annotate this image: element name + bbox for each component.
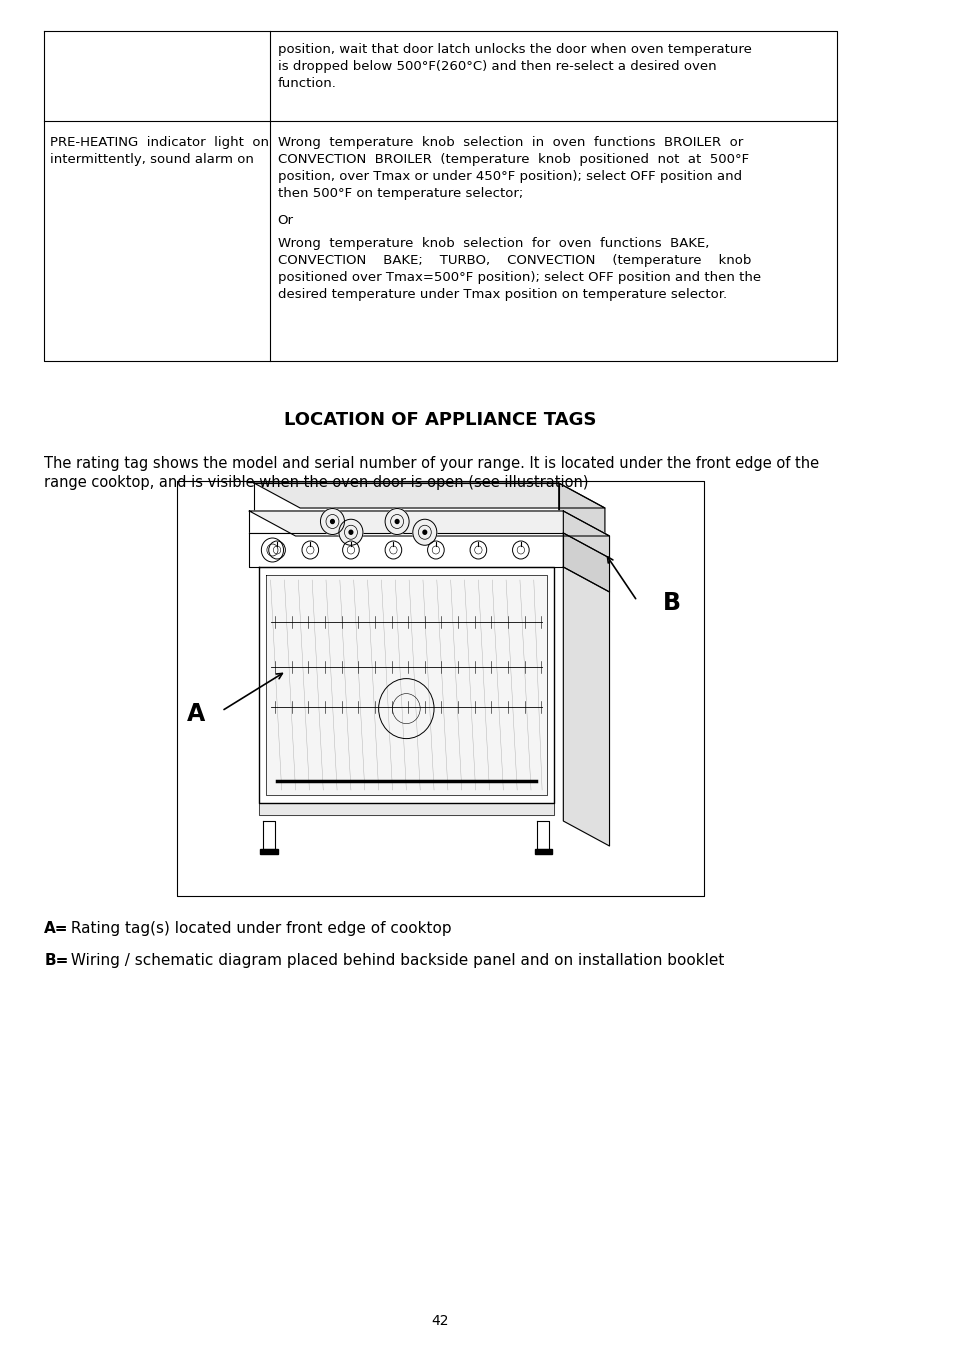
Polygon shape	[258, 802, 554, 815]
Text: The rating tag shows the model and serial number of your range. It is located un: The rating tag shows the model and seria…	[44, 457, 819, 471]
Text: position, wait that door latch unlocks the door when oven temperature: position, wait that door latch unlocks t…	[277, 43, 751, 55]
Circle shape	[470, 540, 486, 559]
Text: 42: 42	[432, 1315, 449, 1328]
Polygon shape	[258, 567, 554, 802]
Text: Or: Or	[277, 213, 294, 227]
Polygon shape	[563, 511, 609, 558]
Text: desired temperature under Tmax position on temperature selector.: desired temperature under Tmax position …	[277, 288, 726, 301]
Text: LOCATION OF APPLIANCE TAGS: LOCATION OF APPLIANCE TAGS	[284, 411, 597, 430]
Text: Wrong  temperature  knob  selection  in  oven  functions  BROILER  or: Wrong temperature knob selection in oven…	[277, 136, 742, 149]
Circle shape	[385, 508, 409, 535]
Text: range cooktop, and is visible when the oven door is open (see illustration): range cooktop, and is visible when the o…	[44, 476, 588, 490]
Polygon shape	[558, 484, 604, 536]
Circle shape	[395, 520, 398, 523]
Polygon shape	[266, 576, 546, 794]
Polygon shape	[253, 484, 558, 511]
Circle shape	[302, 540, 318, 559]
Polygon shape	[563, 567, 609, 846]
Text: function.: function.	[277, 77, 336, 91]
Text: Rating tag(s) located under front edge of cooktop: Rating tag(s) located under front edge o…	[67, 921, 452, 936]
Circle shape	[413, 519, 436, 546]
Circle shape	[269, 540, 285, 559]
Text: Wrong  temperature  knob  selection  for  oven  functions  BAKE,: Wrong temperature knob selection for ove…	[277, 236, 708, 250]
Circle shape	[338, 519, 362, 546]
Circle shape	[349, 530, 353, 534]
Polygon shape	[563, 534, 609, 592]
Circle shape	[427, 540, 444, 559]
Polygon shape	[263, 821, 274, 848]
Text: intermittently, sound alarm on: intermittently, sound alarm on	[50, 153, 253, 166]
Circle shape	[331, 520, 334, 523]
Circle shape	[512, 540, 529, 559]
Polygon shape	[249, 511, 609, 536]
Text: then 500°F on temperature selector;: then 500°F on temperature selector;	[277, 186, 522, 200]
Polygon shape	[249, 534, 563, 567]
Text: B=: B=	[44, 952, 69, 969]
Text: A: A	[187, 703, 205, 725]
Text: PRE-HEATING  indicator  light  on: PRE-HEATING indicator light on	[50, 136, 269, 149]
Circle shape	[261, 538, 283, 562]
Text: B: B	[662, 590, 680, 615]
Polygon shape	[260, 848, 277, 854]
Text: is dropped below 500°F(260°C) and then re-select a desired oven: is dropped below 500°F(260°C) and then r…	[277, 59, 716, 73]
Polygon shape	[537, 821, 549, 848]
Circle shape	[385, 540, 401, 559]
Polygon shape	[249, 511, 563, 534]
Circle shape	[320, 508, 344, 535]
Text: Wiring / schematic diagram placed behind backside panel and on installation book: Wiring / schematic diagram placed behind…	[67, 952, 724, 969]
Circle shape	[342, 540, 359, 559]
Circle shape	[422, 530, 426, 534]
Polygon shape	[534, 848, 552, 854]
Text: CONVECTION  BROILER  (temperature  knob  positioned  not  at  500°F: CONVECTION BROILER (temperature knob pos…	[277, 153, 748, 166]
Polygon shape	[253, 484, 604, 508]
Text: position, over Tmax or under 450°F position); select OFF position and: position, over Tmax or under 450°F posit…	[277, 170, 740, 182]
Text: CONVECTION    BAKE;    TURBO,    CONVECTION    (temperature    knob: CONVECTION BAKE; TURBO, CONVECTION (temp…	[277, 254, 750, 267]
Text: A=: A=	[44, 921, 69, 936]
Text: positioned over Tmax=500°F position); select OFF position and then the: positioned over Tmax=500°F position); se…	[277, 272, 760, 284]
